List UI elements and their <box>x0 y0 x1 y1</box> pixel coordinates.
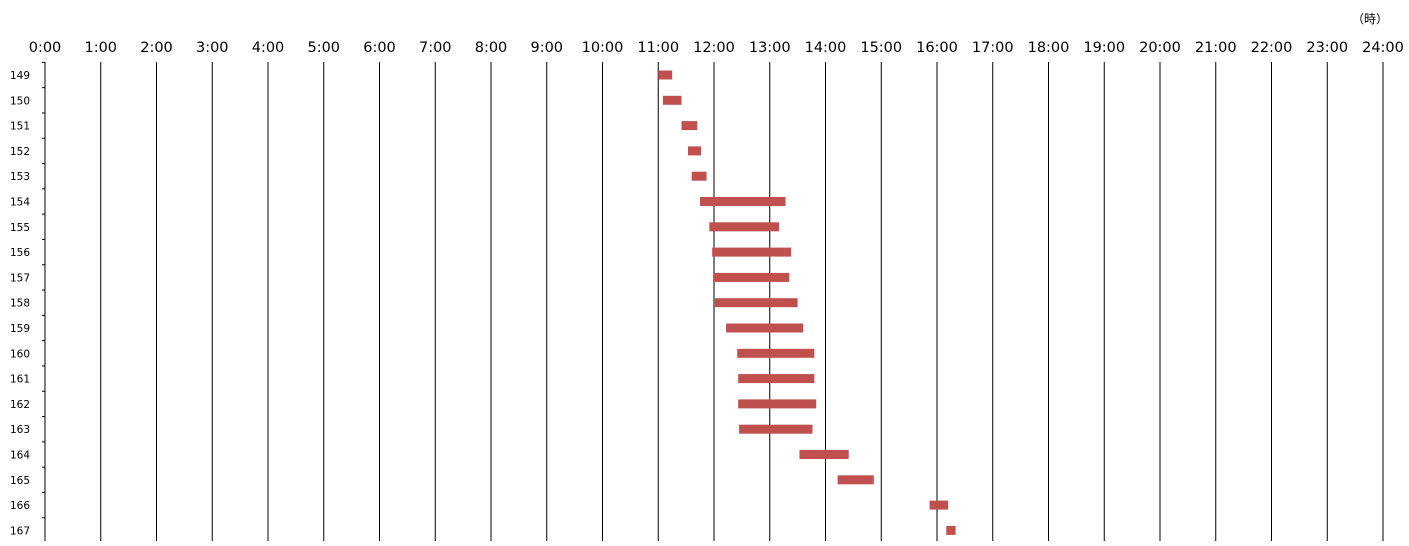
x-tick-label: 9:00 <box>530 40 563 56</box>
row-label: 167 <box>10 525 30 537</box>
x-tick-label: 5:00 <box>307 40 340 56</box>
x-tick-label: 18:00 <box>1028 40 1070 56</box>
x-tick-label: 21:00 <box>1195 40 1237 56</box>
x-tick-label: 16:00 <box>916 40 958 56</box>
x-tick-label: 13:00 <box>749 40 791 56</box>
x-tick-label: 0:00 <box>29 40 62 56</box>
row-label: 149 <box>10 70 30 82</box>
x-tick-label: 12:00 <box>693 40 735 56</box>
x-tick-label: 24:00 <box>1362 40 1404 56</box>
x-tick-label: 2:00 <box>140 40 173 56</box>
time-bar <box>700 197 786 206</box>
row-label: 154 <box>10 197 30 209</box>
row-label: 150 <box>10 95 30 107</box>
x-tick-label: 15:00 <box>860 40 902 56</box>
row-label: 155 <box>10 222 30 234</box>
x-tick-label: 8:00 <box>475 40 508 56</box>
row-label: 159 <box>10 323 30 335</box>
x-tick-label: 20:00 <box>1139 40 1181 56</box>
row-label: 156 <box>10 247 30 259</box>
row-label: 165 <box>10 475 30 487</box>
row-label: 158 <box>10 298 30 310</box>
row-label: 163 <box>10 424 30 436</box>
x-tick-label: 14:00 <box>805 40 847 56</box>
row-label: 164 <box>10 450 30 462</box>
row-label: 162 <box>10 399 30 411</box>
x-tick-label: 19:00 <box>1083 40 1125 56</box>
x-tick-label: 1:00 <box>84 40 117 56</box>
row-label: 160 <box>10 348 30 360</box>
time-bar <box>929 500 949 510</box>
time-bar <box>738 374 815 384</box>
row-label: 161 <box>10 374 30 386</box>
x-tick-label: 10:00 <box>582 40 624 56</box>
time-bar <box>687 146 701 156</box>
time-bar <box>738 399 817 409</box>
x-tick-label: 6:00 <box>363 40 396 56</box>
row-label: 151 <box>10 121 30 133</box>
x-tick-label: 17:00 <box>972 40 1014 56</box>
time-bar <box>739 424 813 434</box>
x-tick-label: 23:00 <box>1306 40 1348 56</box>
time-bar <box>946 525 956 535</box>
time-bar <box>714 298 798 308</box>
row-label: 166 <box>10 500 30 512</box>
row-label: 153 <box>10 171 30 183</box>
time-bar <box>712 247 792 257</box>
time-bar <box>837 475 874 485</box>
x-tick-label: 22:00 <box>1251 40 1293 56</box>
row-label: 152 <box>10 146 30 158</box>
time-bar <box>799 450 849 459</box>
x-tick-label: 3:00 <box>196 40 229 56</box>
time-bar <box>709 222 780 232</box>
time-bar <box>658 70 673 80</box>
x-tick-label: 11:00 <box>637 40 679 56</box>
time-bar <box>737 348 815 358</box>
unit-label: （時） <box>1351 12 1388 26</box>
time-bar <box>662 95 682 105</box>
time-bar <box>726 323 804 333</box>
time-bar <box>713 272 790 282</box>
x-tick-label: 4:00 <box>252 40 285 56</box>
time-bar <box>681 121 698 131</box>
time-bar <box>691 171 707 181</box>
x-tick-label: 7:00 <box>419 40 452 56</box>
row-label: 157 <box>10 272 30 284</box>
